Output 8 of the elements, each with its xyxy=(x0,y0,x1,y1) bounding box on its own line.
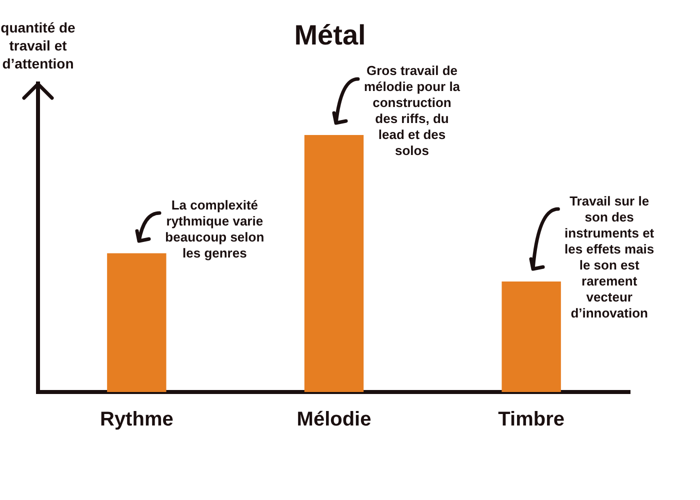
chart-title: Métal xyxy=(294,20,366,51)
x-tick-label: Rythme xyxy=(100,408,174,431)
x-tick-label: Mélodie xyxy=(296,408,372,431)
annotation: Gros travail de mélodie pour la construction des riffs, du lead et des solos xyxy=(364,63,461,158)
y-axis-title: quantité de travail et d’attention xyxy=(0,19,76,72)
x-tick-label: Timbre xyxy=(498,408,564,431)
annotation: Travail sur le son des instruments et les effets mais le son est rarement vecteur d’innovation xyxy=(564,194,655,321)
annotation: La complexité rythmique varie beaucoup selon les genres xyxy=(165,197,264,260)
